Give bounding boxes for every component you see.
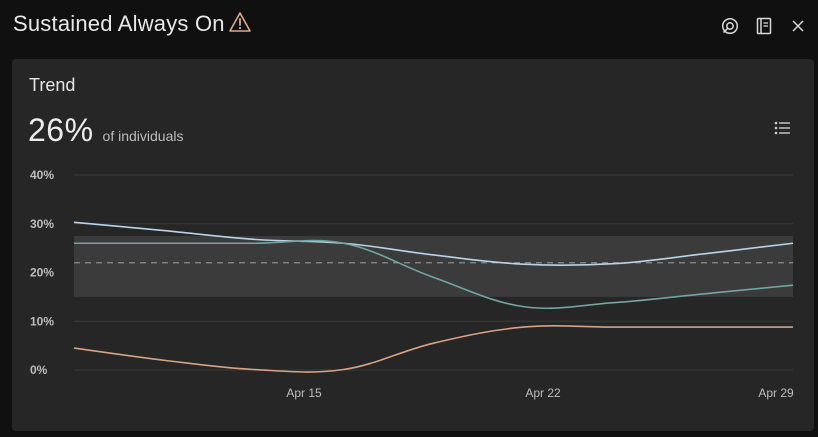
trend-card: Trend 26% of individuals 40% 30% 20% 10% 0% A… (12, 59, 814, 431)
warning-icon (228, 12, 251, 32)
y-tick-label: 10% (30, 314, 54, 328)
series-line-2[interactable] (74, 239, 794, 310)
metric: 26% of individuals (28, 112, 183, 149)
y-tick-label: 30% (30, 217, 54, 231)
title-row: Sustained Always On (13, 9, 252, 39)
trend-chart: 40% 30% 20% 10% 0% Apr 15 Apr 22 Apr 29 (30, 168, 794, 400)
y-tick-label: 0% (30, 363, 48, 377)
series-line-1[interactable] (73, 221, 794, 267)
share-icon[interactable] (720, 16, 740, 36)
series-line-3[interactable] (73, 325, 793, 373)
y-tick-label: 20% (30, 266, 54, 280)
metric-unit: of individuals (102, 128, 184, 144)
header-actions (720, 16, 808, 36)
close-icon[interactable] (788, 16, 808, 36)
list-icon[interactable] (774, 120, 792, 136)
metric-value: 26% (28, 112, 94, 148)
card-title: Trend (29, 75, 76, 95)
y-tick-label: 40% (30, 168, 54, 182)
dialog-title: Sustained Always On (13, 11, 225, 36)
notebook-icon[interactable] (754, 16, 774, 36)
x-tick-label: Apr 22 (525, 386, 561, 400)
x-tick-label: Apr 15 (286, 386, 322, 400)
normal-range-band (74, 235, 793, 297)
x-tick-label: Apr 29 (758, 386, 794, 400)
